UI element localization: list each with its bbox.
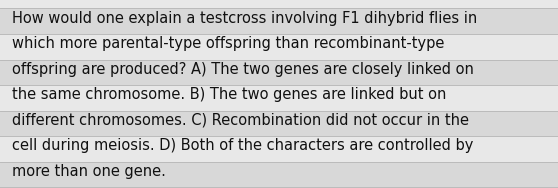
Text: the same chromosome. B) The two genes are linked but on: the same chromosome. B) The two genes ar… bbox=[12, 87, 446, 102]
Text: more than one gene.: more than one gene. bbox=[12, 164, 166, 179]
FancyBboxPatch shape bbox=[0, 85, 558, 111]
FancyBboxPatch shape bbox=[0, 8, 558, 34]
FancyBboxPatch shape bbox=[0, 136, 558, 162]
FancyBboxPatch shape bbox=[0, 60, 558, 85]
FancyBboxPatch shape bbox=[0, 162, 558, 187]
FancyBboxPatch shape bbox=[0, 111, 558, 136]
Text: offspring are produced? A) The two genes are closely linked on: offspring are produced? A) The two genes… bbox=[12, 62, 474, 77]
Text: which more parental-type offspring than recombinant-type: which more parental-type offspring than … bbox=[12, 36, 445, 51]
Text: How would one explain a testcross involving F1 dihybrid flies in: How would one explain a testcross involv… bbox=[12, 11, 478, 26]
FancyBboxPatch shape bbox=[0, 34, 558, 60]
Text: different chromosomes. C) Recombination did not occur in the: different chromosomes. C) Recombination … bbox=[12, 113, 469, 128]
Text: cell during meiosis. D) Both of the characters are controlled by: cell during meiosis. D) Both of the char… bbox=[12, 138, 474, 153]
